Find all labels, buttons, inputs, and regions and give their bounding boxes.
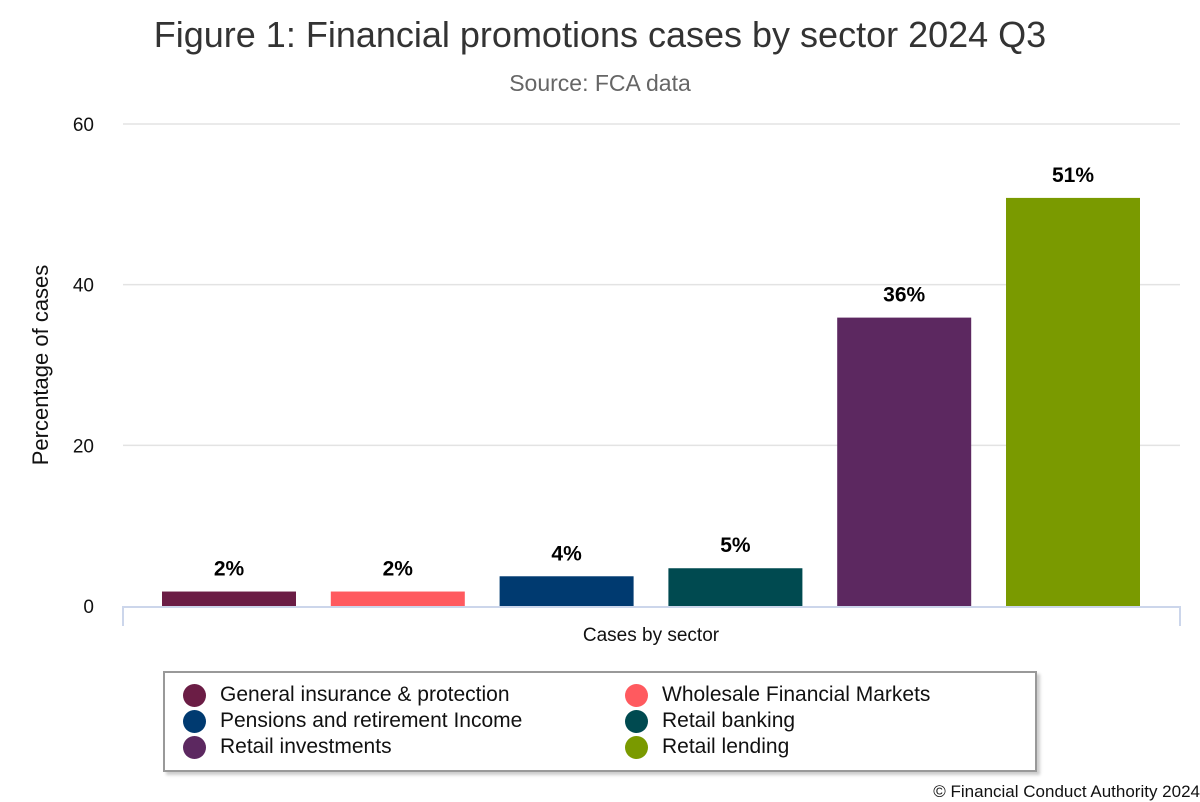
legend-marker-icon <box>183 709 206 733</box>
bar <box>837 317 972 606</box>
legend: General insurance & protection Wholesale … <box>163 671 1037 772</box>
legend-item[interactable]: General insurance & protection <box>183 683 510 707</box>
bar <box>330 591 465 606</box>
legend-label: General insurance & protection <box>220 683 510 706</box>
data-label: 36% <box>883 284 925 307</box>
bar <box>1006 197 1140 606</box>
bar <box>499 576 634 606</box>
legend-label: Retail lending <box>662 735 790 758</box>
legend-label: Pensions and retirement Income <box>220 709 523 732</box>
chart-title: Figure 1: Financial promotions cases by … <box>153 14 1047 55</box>
data-label: 51% <box>1052 164 1094 187</box>
bar <box>668 568 803 606</box>
y-tick-label: 20 <box>73 436 94 457</box>
legend-marker-icon <box>625 735 648 759</box>
legend-item[interactable]: Retail lending <box>625 735 789 759</box>
chart-subtitle: Source: FCA data <box>509 70 691 96</box>
legend-marker-icon <box>625 683 648 707</box>
legend-label: Retail investments <box>220 735 392 758</box>
legend-marker-icon <box>183 735 206 759</box>
legend-item[interactable]: Retail investments <box>183 735 392 759</box>
legend-label: Retail banking <box>662 709 796 732</box>
x-axis-title: Cases by sector <box>583 625 720 646</box>
y-tick-label: 0 <box>83 597 94 618</box>
legend-label: Wholesale Financial Markets <box>662 683 931 706</box>
legend-marker-icon <box>625 709 648 733</box>
legend-item[interactable]: Wholesale Financial Markets <box>625 683 930 707</box>
legend-marker-icon <box>183 683 206 707</box>
data-label: 4% <box>551 542 582 565</box>
legend-item[interactable]: Pensions and retirement Income <box>183 709 522 733</box>
bar <box>162 591 296 606</box>
y-axis-title: Percentage of cases <box>28 265 53 466</box>
y-tick-label: 40 <box>73 276 94 297</box>
data-label: 5% <box>720 534 751 557</box>
copyright: © Financial Conduct Authority 2024 <box>933 782 1200 801</box>
legend-item[interactable]: Retail banking <box>625 709 795 733</box>
data-label: 2% <box>214 558 245 581</box>
y-tick-label: 60 <box>73 115 94 136</box>
data-label: 2% <box>383 558 414 581</box>
